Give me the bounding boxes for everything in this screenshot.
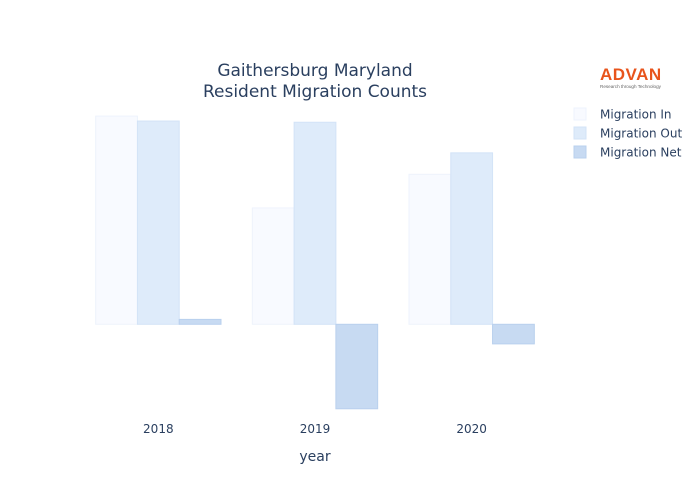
legend-swatch (573, 145, 587, 159)
x-tick-label: 2018 (143, 422, 174, 436)
chart-subtitle: Resident Migration Counts (203, 82, 427, 102)
legend-swatch (573, 107, 587, 121)
legend-swatch (573, 126, 587, 140)
bar-migration-net-2020[interactable] (492, 323, 535, 345)
bar-migration-out-2018[interactable] (136, 120, 180, 325)
bar-migration-in-2020[interactable] (408, 173, 452, 325)
legend-item-migration-in[interactable]: Migration In (573, 107, 672, 122)
bar-migration-out-2020[interactable] (450, 152, 494, 325)
logo-brand: ADVAN (600, 65, 662, 84)
chart-title: Gaithersburg Maryland (217, 61, 412, 81)
legend[interactable]: Migration In Migration Out Migration Net (573, 107, 682, 160)
bar-migration-net-2019[interactable] (335, 323, 379, 410)
bars-group (95, 115, 535, 410)
legend-label: Migration Net (600, 146, 682, 160)
bar-migration-in-2019[interactable] (251, 207, 295, 325)
bar-migration-net-2018[interactable] (178, 318, 222, 325)
x-axis-title: year (299, 449, 330, 465)
x-tick-labels: 2018 2019 2020 (143, 422, 487, 436)
bar-migration-out-2019[interactable] (293, 121, 337, 325)
logo-tagline: Research through Technology (600, 84, 661, 89)
legend-label: Migration Out (600, 127, 682, 141)
legend-item-migration-out[interactable]: Migration Out (573, 126, 682, 141)
legend-item-migration-net[interactable]: Migration Net (573, 145, 682, 160)
legend-label: Migration In (600, 108, 672, 122)
x-tick-label: 2019 (300, 422, 331, 436)
advan-logo: ADVAN Research through Technology (600, 66, 674, 90)
x-tick-label: 2020 (456, 422, 487, 436)
bar-migration-in-2018[interactable] (95, 115, 138, 325)
